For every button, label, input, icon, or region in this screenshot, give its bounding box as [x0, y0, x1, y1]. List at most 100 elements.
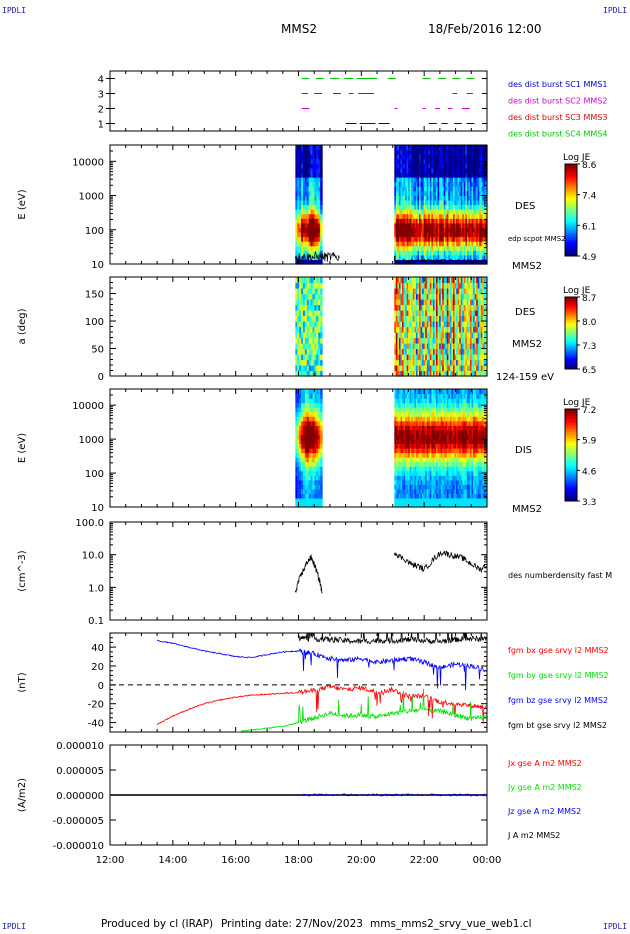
spectrogram-cell	[473, 145, 476, 151]
spectrogram-cell	[304, 315, 308, 322]
spectrogram-cell	[439, 227, 442, 233]
spectrogram-cell	[449, 343, 453, 350]
spectrogram-cell	[320, 326, 323, 333]
spectrogram-cell	[411, 245, 414, 251]
spectrogram-cell	[434, 370, 437, 377]
spectrogram-cell	[397, 470, 400, 476]
spectrogram-cell	[400, 470, 403, 476]
spectrogram-cell	[434, 457, 437, 463]
spectrogram-cell	[405, 199, 408, 206]
spectrogram-cell	[426, 299, 429, 306]
spectrogram-cell	[398, 365, 402, 372]
spectrogram-cell	[295, 337, 298, 344]
spectrogram-cell	[417, 321, 420, 328]
spectrogram-cell	[442, 204, 445, 210]
spectrogram-cell	[460, 250, 463, 256]
spectrogram-cell	[434, 199, 437, 206]
spectrogram-cell	[310, 429, 314, 435]
spectrogram-cell	[403, 231, 406, 238]
spectrogram-cell	[308, 315, 312, 322]
spectrogram-cell	[465, 231, 468, 238]
spectrogram-cell	[295, 241, 298, 247]
spectrogram-cell	[295, 315, 298, 322]
spectrogram-cell	[483, 299, 487, 306]
spectrogram-cell	[436, 398, 439, 404]
spectrogram-cell	[429, 359, 432, 366]
spectrogram-cell	[440, 186, 443, 192]
spectrogram-cell	[468, 195, 471, 201]
spectrogram-cell	[318, 398, 321, 404]
spectrogram-cell	[417, 466, 420, 472]
spectrogram-cell	[301, 466, 304, 472]
spectrogram-cell	[299, 502, 302, 508]
spectrogram-cell	[299, 213, 302, 219]
spectrogram-cell	[411, 434, 414, 440]
spectrogram-cell	[408, 484, 411, 490]
spectrogram-cell	[402, 461, 405, 467]
spectrogram-cell	[448, 213, 451, 219]
spectrogram-cell	[400, 177, 403, 183]
spectrogram-cell	[443, 448, 446, 454]
spectrogram-cell	[400, 502, 403, 508]
spectrogram-cell	[301, 348, 304, 355]
spectrogram-cell	[431, 457, 434, 463]
spectrogram-cell	[398, 416, 402, 422]
spectrogram-cell	[420, 493, 423, 499]
spectrogram-cell	[440, 190, 443, 196]
spectrogram-cell	[320, 315, 323, 322]
spectrogram-cell	[400, 209, 403, 215]
spectrogram-cell	[483, 167, 487, 174]
spectrogram-cell	[394, 282, 397, 289]
spectrogram-cell	[295, 429, 298, 435]
spectrogram-cell	[412, 475, 416, 481]
spectrogram-cell	[436, 402, 439, 408]
spectrogram-cell	[480, 167, 483, 174]
spectrogram-cell	[405, 479, 408, 485]
spectrogram-cell	[397, 254, 400, 261]
spectrogram-cell	[448, 149, 451, 155]
spectrogram-cell	[417, 186, 420, 192]
spectrogram-cell	[308, 231, 312, 238]
spectrogram-cell	[426, 288, 429, 295]
colorbar-cell	[565, 342, 577, 345]
spectrogram-cell	[406, 288, 409, 295]
spectrogram-cell	[316, 186, 319, 192]
spectrogram-cell	[439, 402, 442, 408]
spectrogram-cell	[394, 470, 397, 476]
spectrogram-cell	[318, 475, 321, 481]
spectrogram-cell	[394, 158, 397, 164]
spectrogram-cell	[440, 407, 443, 413]
spectrogram-cell	[312, 209, 316, 215]
spectrogram-cell	[400, 343, 403, 350]
spectrogram-cell	[316, 149, 319, 155]
spectrogram-cell	[432, 326, 436, 333]
spectrogram-cell	[297, 411, 300, 417]
spectrogram-cell	[434, 337, 437, 344]
spectrogram-cell	[463, 227, 466, 233]
spectrogram-cell	[405, 475, 408, 481]
spectrogram-cell	[420, 293, 423, 300]
spectrogram-cell	[476, 181, 479, 187]
spectrogram-cell	[411, 250, 414, 256]
spectrogram-cell	[301, 354, 304, 361]
des-pitch-y-tick-label: 150	[85, 290, 104, 301]
spectrogram-cell	[395, 231, 399, 238]
spectrogram-cell	[423, 288, 426, 295]
spectrogram-cell	[406, 416, 409, 422]
spectrogram-cell	[456, 145, 459, 151]
spectrogram-cell	[314, 448, 317, 454]
spectrogram-cell	[420, 213, 423, 219]
spectrogram-cell	[415, 293, 419, 300]
spectrogram-cell	[425, 343, 428, 350]
spectrogram-cell	[405, 443, 408, 449]
spectrogram-cell	[310, 321, 314, 328]
spectrogram-cell	[408, 493, 411, 499]
spectrogram-cell	[482, 332, 485, 339]
spectrogram-cell	[299, 407, 302, 413]
spectrogram-cell	[459, 158, 462, 164]
spectrogram-cell	[482, 218, 485, 224]
spectrogram-cell	[429, 461, 432, 467]
spectrogram-cell	[445, 479, 448, 485]
spectrogram-cell	[463, 348, 466, 355]
spectrogram-cell	[460, 315, 463, 322]
